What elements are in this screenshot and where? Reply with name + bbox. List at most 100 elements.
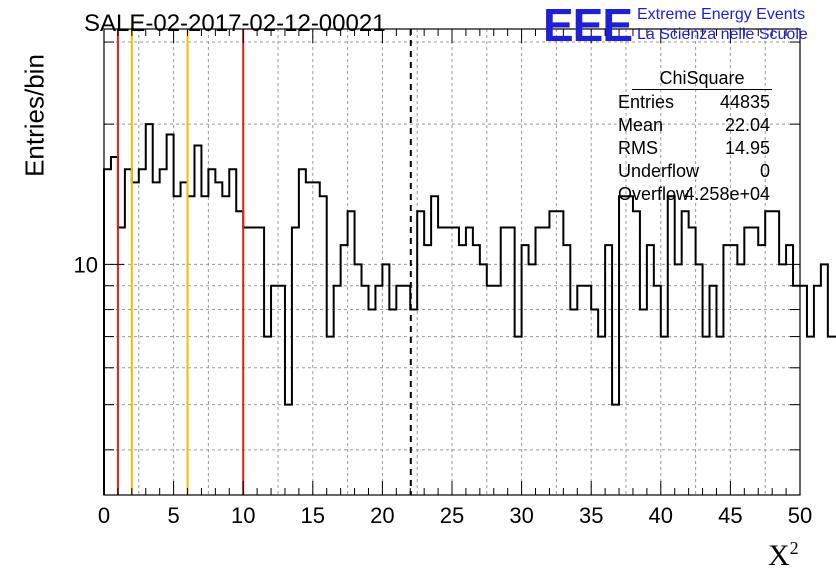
histogram-bin xyxy=(494,286,501,495)
chart-title: SALE-02-2017-02-12-00021 xyxy=(84,10,386,37)
stats-key: Mean xyxy=(618,115,664,135)
histogram-bin xyxy=(431,196,438,495)
histogram-bin xyxy=(334,286,341,495)
histogram-bin xyxy=(633,211,640,495)
histogram-bin xyxy=(480,264,487,495)
histogram-bin xyxy=(807,337,814,495)
histogram-bin xyxy=(201,196,208,495)
histogram-bin xyxy=(438,228,445,495)
histogram-bin xyxy=(577,286,584,495)
histogram-bin xyxy=(501,228,508,495)
histogram-bin xyxy=(668,196,675,495)
histogram-bin xyxy=(257,228,264,495)
stats-value: 44835 xyxy=(719,92,770,112)
histogram-bin xyxy=(584,286,591,495)
histogram-bin xyxy=(710,286,717,495)
x-tick-label: 45 xyxy=(718,503,742,528)
histogram-bin xyxy=(786,245,793,495)
histogram-bin xyxy=(382,264,389,495)
histogram-bin xyxy=(153,182,160,495)
x-tick-label: 30 xyxy=(509,503,533,528)
histogram-bin xyxy=(772,211,779,495)
histogram-bin xyxy=(800,286,807,495)
histogram-bin xyxy=(828,337,835,495)
histogram-bin xyxy=(264,337,271,495)
x-tick-label: 20 xyxy=(370,503,394,528)
histogram-bin xyxy=(271,286,278,495)
y-tick-label: 10 xyxy=(74,252,98,277)
stats-row-overflow: Overflow 4.258e+04 xyxy=(612,184,772,207)
stats-box: ChiSquare Entries 44835 Mean 22.04 RMS 14.9… xyxy=(612,68,772,207)
histogram-bin xyxy=(737,264,744,495)
histogram-bin xyxy=(563,245,570,495)
histogram-bin xyxy=(229,169,236,495)
histogram-bin xyxy=(174,196,181,495)
histogram-bin xyxy=(424,245,431,495)
stats-row-rms: RMS 14.95 xyxy=(612,138,772,161)
histogram-bin xyxy=(417,211,424,495)
histogram-bin xyxy=(452,228,459,495)
stats-value: 4.258e+04 xyxy=(684,184,770,204)
x-axis-label: X2 xyxy=(768,538,799,572)
histogram-bin xyxy=(167,135,174,495)
histogram-bin xyxy=(208,169,215,495)
histogram-bin xyxy=(675,264,682,495)
histogram-bin xyxy=(160,169,167,495)
histogram-bin xyxy=(612,405,619,495)
y-axis-label: Entries/bin xyxy=(19,54,50,177)
x-tick-label: 10 xyxy=(231,503,255,528)
histogram-bin xyxy=(765,211,772,495)
histogram-bin xyxy=(703,337,710,495)
histogram-bin xyxy=(285,405,292,495)
histogram-bin xyxy=(139,169,146,495)
histogram-bin xyxy=(459,245,466,495)
stats-row-underflow: Underflow 0 xyxy=(612,161,772,184)
stats-title: ChiSquare xyxy=(632,68,772,90)
histogram-bin xyxy=(779,264,786,495)
histogram-bin xyxy=(292,228,299,495)
histogram-bin xyxy=(132,182,139,495)
stats-row-mean: Mean 22.04 xyxy=(612,115,772,138)
histogram-bin xyxy=(682,211,689,495)
histogram-bin xyxy=(445,228,452,495)
histogram-bin xyxy=(389,310,396,495)
histogram-bin xyxy=(194,145,201,495)
histogram-bin xyxy=(730,245,737,495)
histogram-bin xyxy=(125,169,132,495)
histogram-bin xyxy=(215,182,222,495)
histogram-bin xyxy=(306,182,313,495)
x-tick-label: 0 xyxy=(98,503,110,528)
histogram-bin xyxy=(619,196,626,495)
stats-key: Overflow xyxy=(618,184,690,204)
x-tick-label: 40 xyxy=(649,503,673,528)
histogram-bin xyxy=(222,196,229,495)
histogram-bin xyxy=(466,228,473,495)
histogram-bin xyxy=(536,228,543,495)
histogram-bin xyxy=(348,211,355,495)
histogram-bin xyxy=(146,124,153,495)
histogram-bin xyxy=(181,182,188,495)
x-tick-label: 50 xyxy=(788,503,812,528)
stats-row-entries: Entries 44835 xyxy=(612,92,772,115)
histogram-bin xyxy=(542,228,549,495)
histogram-bin xyxy=(299,169,306,495)
histogram-bin xyxy=(403,286,410,495)
histogram-bin xyxy=(250,228,257,495)
histogram-bin xyxy=(111,157,118,495)
histogram-bin xyxy=(508,228,515,495)
histogram-bin xyxy=(396,286,403,495)
histogram-bin xyxy=(549,211,556,495)
histogram-bin xyxy=(515,337,522,495)
x-tick-label: 5 xyxy=(167,503,179,528)
histogram-bin xyxy=(243,228,250,495)
histogram-bin xyxy=(188,196,195,495)
histogram-bin xyxy=(313,182,320,495)
histogram-bin xyxy=(716,337,723,495)
x-tick-label: 25 xyxy=(440,503,464,528)
histogram-bin xyxy=(355,264,362,495)
histogram-bin xyxy=(473,245,480,495)
histogram-bin xyxy=(118,228,125,495)
stats-value: 22.04 xyxy=(724,115,770,135)
histogram-bin xyxy=(696,264,703,495)
logo-line-1: Extreme Energy Events xyxy=(637,6,806,23)
